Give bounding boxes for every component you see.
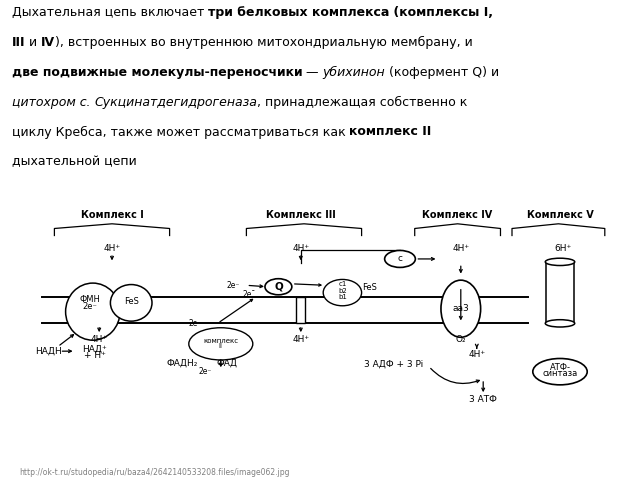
Text: 4H⁺: 4H⁺ — [292, 335, 309, 344]
Ellipse shape — [441, 280, 481, 337]
Text: Комплекс V: Комплекс V — [527, 210, 593, 220]
Text: 2e⁻: 2e⁻ — [189, 319, 202, 328]
Text: ФМН: ФМН — [79, 295, 100, 304]
Text: АТФ-: АТФ- — [550, 363, 570, 372]
Text: комплекс II: комплекс II — [349, 125, 431, 138]
Ellipse shape — [532, 359, 588, 385]
Text: II: II — [219, 343, 223, 349]
Text: дыхательной цепи: дыхательной цепи — [12, 156, 136, 168]
Text: две подвижные молекулы-переносчики: две подвижные молекулы-переносчики — [12, 66, 302, 79]
Text: 2e⁻: 2e⁻ — [82, 302, 97, 311]
Text: ФАДН₂: ФАДН₂ — [166, 359, 198, 367]
Text: ), встроенных во внутреннюю митохондриальную мембрану, и: ), встроенных во внутреннюю митохондриал… — [55, 36, 473, 49]
Text: .: . — [86, 96, 94, 108]
Ellipse shape — [323, 279, 362, 306]
Text: 4H⁺: 4H⁺ — [468, 349, 485, 359]
Ellipse shape — [66, 283, 120, 340]
Text: (комплексы I,: (комплексы I, — [389, 6, 493, 19]
Text: Дыхательная цепь включает: Дыхательная цепь включает — [12, 6, 208, 19]
Text: 2e⁻: 2e⁻ — [198, 367, 211, 376]
Ellipse shape — [545, 320, 575, 327]
Bar — [546, 262, 574, 324]
Text: аа3: аа3 — [452, 304, 469, 313]
Text: 6H⁺: 6H⁺ — [555, 244, 572, 253]
Text: (кофермент Q) и: (кофермент Q) и — [385, 66, 499, 79]
Text: комплекс: комплекс — [204, 338, 238, 344]
Text: убихинон: убихинон — [323, 66, 385, 79]
Text: три белковых комплекса: три белковых комплекса — [208, 6, 389, 19]
Text: 2e⁻: 2e⁻ — [227, 281, 240, 290]
Text: FeS: FeS — [124, 298, 139, 306]
Text: b2: b2 — [338, 288, 347, 294]
Text: Сукцинатдегидрогеназа: Сукцинатдегидрогеназа — [94, 96, 257, 108]
Text: —: — — [302, 66, 323, 79]
Ellipse shape — [265, 279, 292, 295]
Text: с: с — [397, 254, 403, 264]
Text: и: и — [25, 36, 41, 49]
Text: Комплекс IV: Комплекс IV — [422, 210, 493, 220]
Text: ФАД: ФАД — [217, 359, 237, 367]
Ellipse shape — [545, 258, 575, 265]
Text: Комплекс I: Комплекс I — [81, 210, 143, 220]
Text: c1: c1 — [338, 281, 347, 288]
Text: , принадлежащая собственно к: , принадлежащая собственно к — [257, 96, 467, 108]
Text: О₂: О₂ — [456, 335, 466, 344]
Text: цитохром с: цитохром с — [12, 96, 86, 108]
Text: НАДН: НАДН — [35, 347, 62, 356]
Text: циклу Кребса, также может рассматриваться как: циклу Кребса, также может рассматриватьс… — [12, 125, 349, 139]
Ellipse shape — [111, 285, 152, 321]
Text: 2eˉ: 2eˉ — [243, 289, 256, 299]
Text: IV: IV — [41, 36, 55, 49]
Text: 3 АДФ + 3 Pi: 3 АДФ + 3 Pi — [364, 360, 423, 369]
Text: b1: b1 — [338, 294, 347, 300]
Text: 3 АТФ: 3 АТФ — [469, 395, 497, 404]
Text: синтаза: синтаза — [542, 369, 578, 378]
Text: 4H⁺: 4H⁺ — [104, 244, 120, 253]
Text: Комплекс III: Комплекс III — [266, 210, 335, 220]
Text: http://ok-t.ru/studopedia/ru/baza4/2642140533208.files/image062.jpg: http://ok-t.ru/studopedia/ru/baza4/26421… — [19, 468, 290, 477]
Text: 4H⁺: 4H⁺ — [292, 244, 309, 253]
Text: + Н⁺: + Н⁺ — [84, 351, 106, 360]
Text: III: III — [12, 36, 25, 49]
Text: Q: Q — [274, 282, 283, 292]
Ellipse shape — [189, 328, 253, 360]
Bar — [296, 297, 305, 324]
Text: НАД⁺: НАД⁺ — [83, 345, 107, 354]
Text: 4H⁺: 4H⁺ — [91, 335, 108, 344]
Ellipse shape — [385, 251, 415, 267]
Text: 4H⁺: 4H⁺ — [452, 244, 469, 253]
Text: FeS: FeS — [362, 283, 378, 292]
